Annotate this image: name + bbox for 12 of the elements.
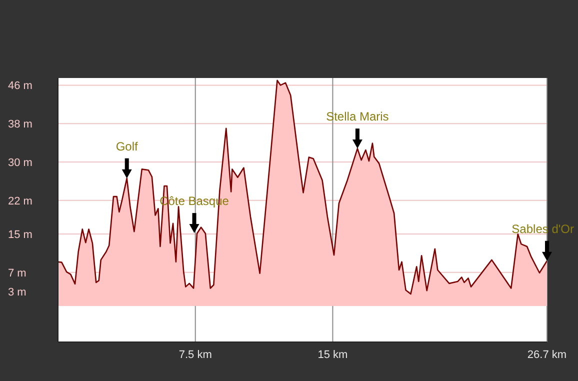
y-tick-label: 3 m — [8, 286, 26, 299]
y-tick-label: 30 m — [8, 157, 32, 169]
annotation: Stella Maris — [326, 110, 389, 124]
y-tick-label: 46 m — [8, 80, 32, 92]
y-tick-label: 22 m — [8, 195, 32, 208]
y-tick-label: 38 m — [8, 118, 32, 131]
y-tick-label: 15 m — [8, 229, 32, 241]
x-tick-label: 7.5 km — [178, 348, 212, 361]
y-tick-label: 7 m — [8, 267, 26, 280]
x-tick-label: 26.7 km — [527, 348, 567, 361]
annotation: Golf — [116, 139, 139, 154]
x-tick-label: 15 km — [318, 348, 348, 361]
